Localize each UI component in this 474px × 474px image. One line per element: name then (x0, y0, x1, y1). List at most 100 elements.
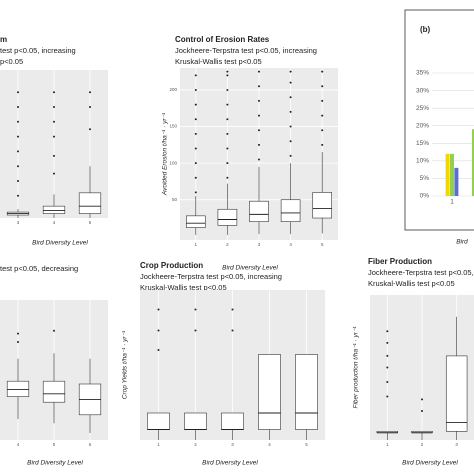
panel-note: Jockheere-Terpstra test p<0.05, increasi… (175, 46, 317, 55)
box (280, 199, 301, 223)
outlier (53, 172, 55, 175)
x-axis-label: Bird (456, 239, 468, 246)
outlier (157, 349, 160, 351)
x-tick-label: 4 (289, 242, 292, 247)
outlier (231, 308, 234, 311)
outlier (231, 329, 234, 332)
x-tick-label: 1 (386, 442, 389, 447)
box (295, 354, 318, 430)
outlier (226, 70, 229, 73)
outlier (321, 129, 324, 132)
outlier (53, 329, 55, 332)
outlier (194, 103, 197, 106)
outlier (17, 91, 19, 94)
y-tick-label: 25% (416, 105, 429, 112)
x-tick-label: 5 (305, 442, 308, 447)
y-tick-label: 20% (416, 122, 429, 129)
outlier (226, 118, 229, 121)
outlier (157, 329, 160, 332)
outlier (289, 154, 292, 157)
panel-note: Kruskal-Wallis test p<0.05 (368, 279, 455, 288)
outlier (194, 132, 197, 135)
y-axis-label: Fiber production t/ha⁻¹ · yr⁻¹ (353, 326, 360, 409)
outlier (386, 330, 389, 333)
outlier (386, 381, 389, 383)
outlier (53, 106, 55, 108)
y-tick-label: 15% (416, 140, 429, 147)
panel-title: Crop Production (140, 261, 203, 270)
outlier (226, 103, 229, 106)
outlier (258, 143, 260, 146)
x-axis-label: Bird Diversity Level (27, 460, 83, 467)
x-tick-label: 2 (194, 442, 197, 447)
bar (450, 153, 454, 196)
box (42, 205, 66, 214)
x-axis-label: Bird Diversity Level (202, 460, 258, 467)
box (221, 412, 244, 430)
outlier (17, 106, 19, 108)
y-tick-label: 35% (416, 70, 429, 77)
box (217, 208, 238, 226)
box (186, 215, 206, 228)
outlier (17, 150, 19, 153)
bar (445, 153, 450, 196)
box (42, 380, 66, 403)
panel-title: m (0, 35, 7, 44)
outlier (17, 180, 19, 182)
outlier (258, 158, 260, 161)
y-tick-label: 10% (416, 158, 429, 165)
outlier (321, 114, 324, 117)
outlier (226, 162, 229, 165)
outlier (53, 135, 55, 138)
y-axis-label: Avoided Erosion t/ha⁻¹ · yr⁻¹ (162, 112, 169, 196)
y-tick-label: 50 (172, 197, 178, 202)
outlier (321, 70, 324, 73)
bar (472, 129, 474, 196)
x-tick-label: 3 (455, 442, 458, 447)
x-tick-label: 3 (258, 242, 261, 247)
panel-note: Jockheere-Terpstra test p<0.05, increasi… (140, 272, 282, 281)
outlier (53, 120, 55, 123)
x-tick-label: 4 (53, 220, 56, 225)
outlier (226, 147, 229, 150)
outlier (386, 366, 389, 369)
x-tick-label: 1 (157, 442, 160, 447)
box (258, 354, 281, 430)
y-tick-label: 200 (169, 87, 177, 92)
outlier (289, 96, 292, 99)
y-tick-label: 100 (169, 160, 177, 165)
outlier (321, 99, 324, 102)
outlier (258, 114, 260, 117)
outlier (258, 85, 260, 88)
x-tick-label: 5 (53, 442, 56, 447)
box (6, 380, 30, 397)
outlier (194, 329, 197, 332)
panel-note: test p<0.05, increasing (0, 46, 76, 55)
outlier (258, 129, 260, 132)
outlier (258, 70, 260, 73)
x-tick-label: 6 (89, 442, 92, 447)
outlier (289, 70, 292, 73)
outlier (157, 308, 160, 311)
outlier (194, 88, 197, 91)
outlier (194, 176, 197, 179)
x-tick-label: 2 (226, 242, 229, 247)
outlier (194, 308, 197, 311)
panel-note: Jockheere-Terpstra test p<0.05, i (368, 268, 474, 277)
outlier (289, 125, 292, 128)
box (445, 355, 468, 432)
x-tick-label: 4 (17, 442, 20, 447)
outlier (321, 143, 324, 146)
box (78, 192, 102, 214)
panel-note: p<0.05 (0, 57, 23, 66)
outlier (226, 74, 229, 77)
x-tick-label: 3 (17, 220, 20, 225)
y-axis-label: Crop Yields t/ha⁻¹ · yr⁻¹ (122, 330, 129, 399)
outlier (17, 332, 19, 335)
outlier (89, 91, 91, 94)
outlier (194, 162, 197, 165)
outlier (289, 110, 292, 113)
box (249, 200, 269, 223)
x-tick-label: 2 (421, 442, 424, 447)
